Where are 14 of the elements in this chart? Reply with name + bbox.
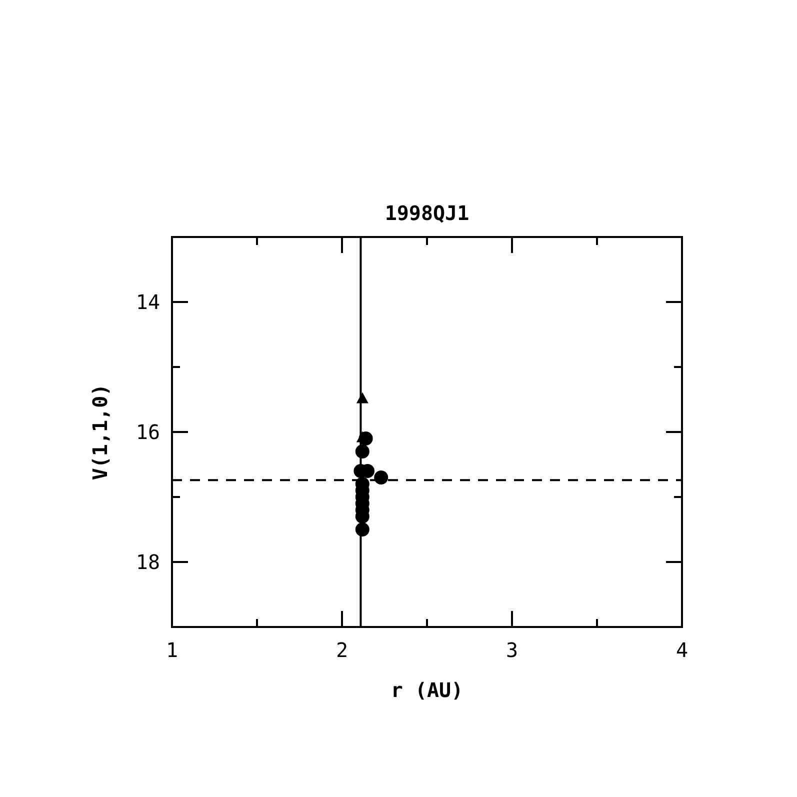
x-tick-label: 3 xyxy=(506,638,518,662)
chart-title: 1998QJ1 xyxy=(384,201,470,225)
y-tick-label: 18 xyxy=(136,550,160,574)
x-tick-label: 1 xyxy=(166,638,178,662)
point xyxy=(355,522,370,536)
x-tick-label: 2 xyxy=(336,638,348,662)
point xyxy=(356,392,368,404)
y-tick-label: 14 xyxy=(136,290,160,314)
x-axis-title: r (AU) xyxy=(390,678,464,702)
y-axis-title: V(1,1,0) xyxy=(88,384,112,480)
y-tick-label: 16 xyxy=(136,420,160,444)
point xyxy=(355,444,370,458)
x-tick-label: 4 xyxy=(676,638,688,662)
point xyxy=(374,470,388,484)
